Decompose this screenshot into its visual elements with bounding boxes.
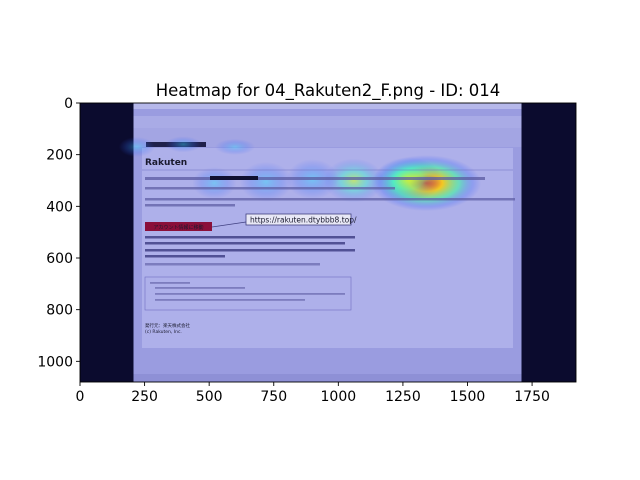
y-tick-label: 0 (64, 96, 73, 112)
y-tick-label: 1000 (37, 354, 73, 370)
footer-publisher: 発行元：楽天株式会社 (145, 322, 190, 329)
plot-frame (79, 102, 577, 383)
chart-title: Heatmap for 04_Rakuten2_F.png - ID: 014 (156, 81, 501, 101)
rakuten-logo: Rakuten (145, 158, 187, 168)
x-axis: 0 250 500 750 1000 1250 1500 1750 (76, 382, 550, 405)
heat-blob (215, 138, 255, 155)
y-tick-label: 600 (46, 251, 73, 267)
x-tick-label: 1000 (321, 389, 357, 405)
heat-blob (165, 136, 202, 153)
url-tooltip-text: https://rakuten.dtybbb8.top/ (250, 216, 357, 225)
heat-blob (240, 161, 292, 202)
x-tick-label: 500 (196, 389, 223, 405)
x-tick-label: 250 (131, 389, 158, 405)
heatmap-image: Rakuten https://rakuten.dtybbb8.top/ アカウ… (80, 103, 576, 382)
x-tick-label: 750 (260, 389, 287, 405)
y-axis: 0 200 400 600 800 1000 (37, 96, 80, 370)
x-tick-label: 1750 (514, 389, 550, 405)
x-tick-label: 0 (76, 389, 85, 405)
heat-blob (323, 158, 384, 203)
y-tick-label: 400 (46, 199, 73, 215)
footer-copyright: (c) Rakuten, Inc. (145, 329, 182, 335)
heat-blob (118, 136, 155, 157)
x-tick-label: 1500 (450, 389, 486, 405)
url-tooltip-box (245, 213, 352, 226)
account-button-label: アカウント情報に移動 (153, 224, 203, 231)
y-tick-label: 200 (46, 148, 73, 164)
y-tick-label: 800 (46, 303, 73, 319)
account-button (145, 222, 212, 231)
heat-blob (192, 167, 237, 200)
x-tick-label: 1250 (385, 389, 421, 405)
